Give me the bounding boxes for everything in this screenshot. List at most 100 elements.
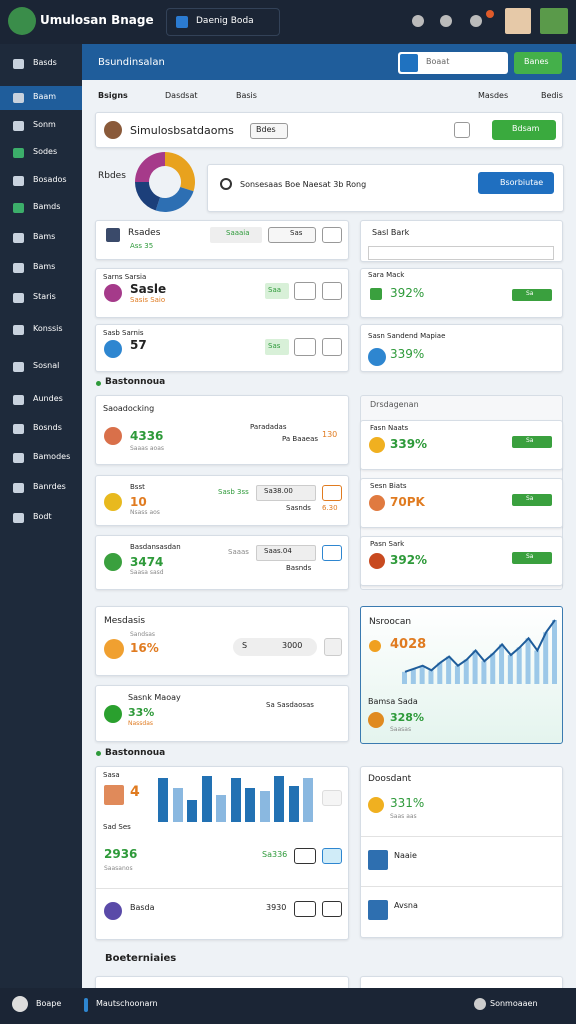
label: Sarns Sarsia — [103, 273, 147, 281]
search[interactable] — [398, 52, 508, 74]
search-placeholder: Boaat — [426, 57, 450, 66]
divider — [361, 836, 562, 837]
label: Saaas — [228, 548, 249, 556]
nav-item[interactable]: Baam — [33, 92, 57, 101]
button[interactable] — [478, 172, 554, 194]
tab[interactable]: Masdes — [478, 91, 509, 100]
nav-item[interactable]: Basds — [33, 58, 57, 67]
nav-item[interactable]: Bosnds — [33, 423, 62, 432]
button-label[interactable]: Bdes — [256, 125, 276, 134]
icon — [104, 284, 122, 302]
tab[interactable]: Basis — [236, 91, 257, 100]
button[interactable] — [294, 338, 316, 356]
label: Sas — [268, 342, 281, 350]
nav-item[interactable]: Bosados — [33, 175, 67, 184]
button[interactable] — [454, 122, 470, 138]
nav-item[interactable]: Bodt — [33, 512, 52, 521]
button[interactable] — [322, 282, 342, 300]
button-label[interactable]: Sas — [290, 229, 303, 237]
label: 339% — [390, 437, 428, 451]
nav-icon — [13, 513, 24, 523]
nav-icon — [13, 93, 24, 103]
button[interactable] — [322, 901, 342, 917]
button-label[interactable]: Bdsam — [512, 124, 540, 133]
label: Sasa — [103, 771, 120, 779]
card — [95, 324, 349, 372]
label: Bsst — [130, 483, 145, 491]
button[interactable] — [294, 848, 316, 864]
button[interactable] — [322, 545, 342, 561]
card — [95, 685, 349, 742]
label: Doosdant — [368, 774, 412, 784]
tab[interactable]: Bedis — [541, 91, 563, 100]
label: Sesn Biats — [370, 482, 407, 490]
tab[interactable] — [166, 8, 280, 36]
label: Saasanos — [104, 865, 133, 872]
label: 339% — [390, 347, 425, 361]
nav-icon — [13, 203, 24, 213]
card — [360, 324, 563, 372]
badge — [265, 339, 289, 355]
summary-label: Rbdes — [98, 171, 126, 181]
label: 392% — [390, 286, 425, 300]
label: 57 — [130, 338, 147, 352]
badge — [512, 552, 552, 564]
nav-item[interactable]: Sonm — [33, 120, 56, 129]
label: Sad Ses — [103, 823, 131, 831]
icon — [104, 427, 122, 445]
button[interactable] — [324, 638, 342, 656]
nav-item[interactable]: Aundes — [33, 394, 63, 403]
button[interactable] — [514, 52, 562, 74]
label: Mesdasis — [104, 616, 146, 626]
card — [360, 766, 563, 938]
button[interactable] — [322, 485, 342, 501]
tab[interactable]: Dasdsat — [165, 91, 198, 100]
label: Sa336 — [262, 850, 288, 859]
button[interactable] — [322, 790, 342, 806]
icon — [96, 381, 101, 386]
list-item[interactable]: Avsna — [394, 901, 418, 910]
nav-item[interactable]: Bamodes — [33, 452, 71, 461]
nav-item[interactable]: Sosnal — [33, 361, 60, 370]
label: Saoadocking — [103, 404, 155, 413]
list-item[interactable]: Naaie — [394, 851, 417, 860]
icon — [104, 902, 122, 920]
label: Sa — [526, 290, 534, 297]
label: Sasl Bark — [372, 228, 410, 237]
button[interactable] — [294, 282, 316, 300]
button[interactable] — [322, 227, 342, 243]
bar — [274, 776, 284, 822]
icon — [104, 639, 124, 659]
nav-item[interactable]: Bams — [33, 232, 56, 241]
label: Ass 35 — [130, 242, 154, 250]
summary-text: Sonsesaas Boe Naesat 3b Rong — [240, 180, 367, 189]
button[interactable] — [322, 848, 342, 864]
nav-item[interactable]: Bamds — [33, 202, 61, 211]
icon — [104, 785, 124, 805]
divider — [96, 888, 348, 889]
button[interactable] — [322, 338, 342, 356]
badge — [265, 283, 289, 299]
label: 16% — [130, 641, 159, 655]
nav-icon — [13, 325, 24, 335]
button-label[interactable]: Banes — [524, 57, 549, 66]
tab[interactable]: Bsigns — [98, 91, 128, 100]
button[interactable] — [250, 123, 288, 139]
nav-item[interactable]: Konssis — [33, 324, 63, 333]
button[interactable] — [294, 901, 316, 917]
label: Sa — [526, 553, 534, 560]
label: Saasa sasd — [130, 569, 164, 576]
tab-label: Daenig Boda — [196, 16, 254, 26]
button[interactable] — [268, 227, 316, 243]
button-label[interactable]: Bsorbiutae — [500, 178, 544, 187]
nav-item[interactable]: Staris — [33, 292, 56, 301]
nav-icon — [13, 362, 24, 372]
button[interactable] — [492, 120, 556, 140]
nav-item[interactable]: Bams — [33, 262, 56, 271]
label: Boape — [36, 999, 62, 1008]
label: Sasn Sandend Mapiae — [368, 332, 446, 340]
icon — [368, 712, 384, 728]
nav-item[interactable]: Banrdes — [33, 482, 66, 491]
bar — [259, 790, 270, 822]
nav-item[interactable]: Sodes — [33, 147, 58, 156]
